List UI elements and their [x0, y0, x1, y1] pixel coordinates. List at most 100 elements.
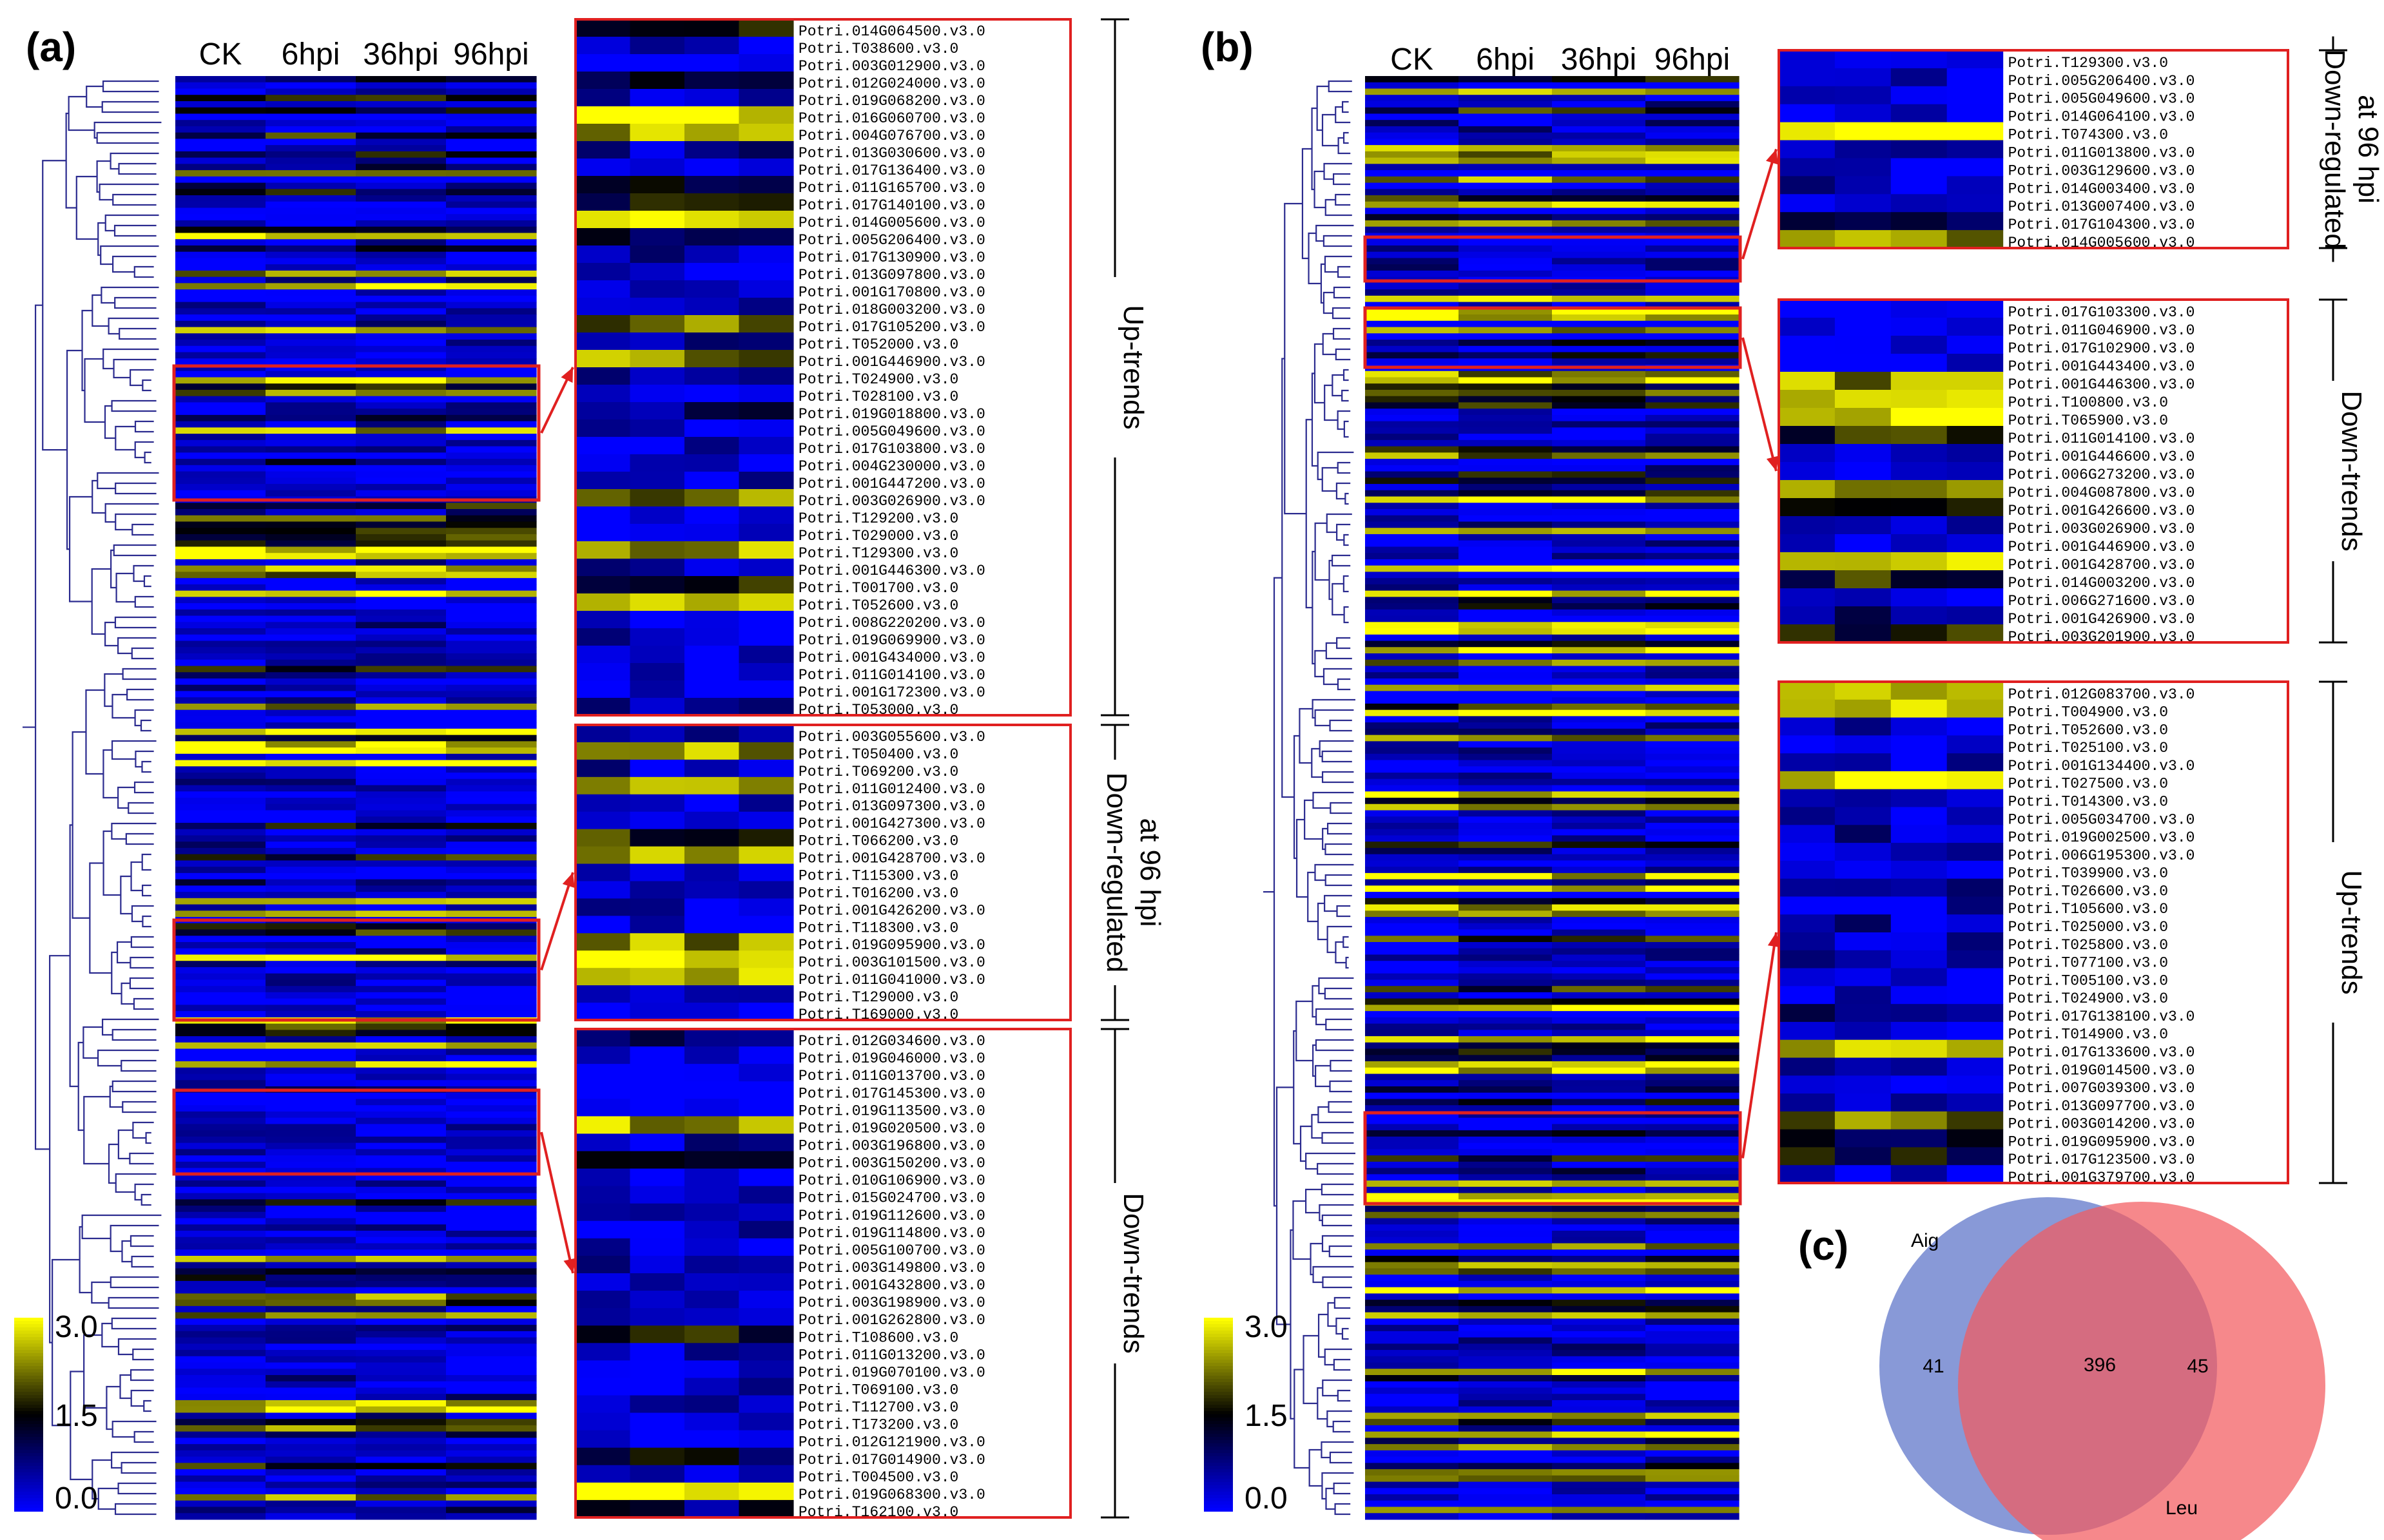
main-heatmap-cell [266, 1136, 356, 1144]
zoom-2-zoom-cell [1779, 825, 1836, 843]
main-colorbar-segment [14, 1353, 43, 1357]
main-heatmap-cell [266, 936, 356, 943]
main-heatmap-cell [1459, 1431, 1553, 1438]
zoom-1-gene-label: Potri.013G097300.v3.0 [799, 798, 985, 815]
main-heatmap-cell [266, 1193, 356, 1200]
dendrogram-branch [111, 1028, 157, 1041]
zoom-0-gene-label: Potri.013G030600.v3.0 [799, 145, 985, 162]
zoom-0-gene-label: Potri.018G003200.v3.0 [799, 302, 985, 318]
main-heatmap-cell [356, 402, 447, 409]
main-heatmap-cell [1552, 295, 1646, 303]
main-heatmap-cell [446, 753, 537, 761]
main-heatmap-cell [1552, 1275, 1646, 1282]
main-heatmap-cell [356, 835, 447, 842]
zoom-1-zoom-cell [1890, 498, 1948, 517]
main-heatmap-cell [1645, 1406, 1740, 1414]
zoom-1-zoom-cell [1834, 444, 1892, 463]
main-heatmap-cell [446, 565, 537, 572]
main-heatmap-cell [1645, 609, 1740, 617]
main-heatmap-cell [266, 1343, 356, 1351]
main-heatmap-cell [1552, 1224, 1646, 1231]
main-heatmap-cell [1365, 1375, 1459, 1382]
zoom-2-zoom-cell [1890, 717, 1948, 736]
zoom-0-gene-label: Potri.001G446900.v3.0 [799, 354, 985, 371]
zoom-2-zoom-cell [1834, 1075, 1892, 1094]
zoom-2-zoom-cell [1890, 1075, 1948, 1094]
zoom-1-zoom-cell [1779, 588, 1836, 607]
dendrogram-branch [140, 719, 151, 732]
main-heatmap-cell [356, 659, 447, 667]
main-heatmap-cell [175, 766, 266, 773]
zoom-1-zoom-cell [684, 916, 740, 934]
zoom-0-zoom-cell [684, 315, 740, 333]
zoom-0-zoom-cell [576, 19, 631, 37]
main-heatmap-cell [1459, 1017, 1553, 1025]
main-heatmap-cell [446, 703, 537, 711]
zoom-0-zoom-cell [739, 454, 794, 472]
main-heatmap-cell [356, 892, 447, 899]
selection-box [1363, 1111, 1742, 1206]
main-heatmap-cell [175, 1105, 266, 1112]
main-heatmap-cell [446, 1331, 537, 1338]
main-heatmap-cell [356, 967, 447, 974]
main-heatmap-cell [446, 1231, 537, 1238]
main-heatmap-cell [1645, 898, 1740, 905]
main-heatmap-cell [446, 747, 537, 755]
main-heatmap-cell [175, 157, 266, 164]
main-heatmap-cell [446, 320, 537, 328]
main-heatmap-cell [1552, 1450, 1646, 1458]
zoom-0-gene-label: Potri.014G064500.v3.0 [799, 23, 985, 40]
zoom-0-zoom-cell [576, 472, 631, 490]
main-heatmap-cell [446, 1287, 537, 1294]
zoom-0-zoom-cell [739, 159, 794, 177]
main-heatmap-cell [446, 804, 537, 811]
main-heatmap-cell [1645, 1337, 1740, 1344]
zoom-1-gene-label: Potri.001G446900.v3.0 [2008, 539, 2195, 555]
main-heatmap-cell [175, 308, 266, 315]
main-heatmap-cell [1365, 653, 1459, 660]
main-heatmap-cell [1645, 628, 1740, 635]
zoom-0-zoom-cell [684, 263, 740, 281]
main-heatmap-cell [1459, 452, 1553, 459]
dendrogram-branch [1335, 1317, 1351, 1335]
dendrogram-branch [111, 399, 157, 412]
main-heatmap-cell [446, 151, 537, 159]
dendrogram-branch [120, 875, 132, 915]
dendrogram-branch [117, 1482, 157, 1495]
zoom-2-zoom-cell [739, 1046, 794, 1064]
main-colorbar-segment [14, 1505, 43, 1508]
main-heatmap-cell [175, 1111, 266, 1119]
main-heatmap-cell [1365, 892, 1459, 899]
main-heatmap-cell [1365, 88, 1459, 95]
main-heatmap-cell [1552, 929, 1646, 936]
main-heatmap-cell [1459, 1337, 1553, 1344]
dendrogram-branch [68, 95, 95, 131]
zoom-1-zoom-cell [1890, 588, 1948, 607]
zoom-2-zoom-cell [630, 1343, 685, 1361]
main-heatmap-cell [1645, 791, 1740, 798]
zoom-0-zoom-cell [576, 263, 631, 281]
main-heatmap-cell [1365, 1174, 1459, 1181]
main-heatmap-cell [175, 967, 266, 974]
main-heatmap-cell [1645, 584, 1740, 592]
main-heatmap-cell [175, 1425, 266, 1432]
main-heatmap-cell [1459, 1343, 1553, 1351]
main-colorbar-segment [14, 1421, 43, 1425]
main-heatmap-cell [175, 1218, 266, 1225]
main-heatmap-cell [446, 333, 537, 340]
main-heatmap-cell [266, 226, 356, 234]
main-heatmap-cell [175, 1142, 266, 1150]
main-heatmap-cell [446, 1206, 537, 1213]
zoom-0-gene-label: Potri.014G064100.v3.0 [2008, 109, 2195, 126]
main-colorbar-segment [1204, 1360, 1233, 1363]
main-heatmap-cell [266, 835, 356, 842]
dendrogram-branch [1326, 1410, 1352, 1428]
main-heatmap-cell [356, 842, 447, 849]
main-heatmap-cell [1645, 490, 1740, 497]
dendrogram-branch [1335, 482, 1351, 500]
main-heatmap-cell [175, 973, 266, 981]
zoom-0-zoom-cell [576, 315, 631, 333]
main-heatmap-cell [175, 1161, 266, 1169]
dendrogram-branch [84, 358, 106, 423]
main-heatmap-cell [175, 735, 266, 742]
